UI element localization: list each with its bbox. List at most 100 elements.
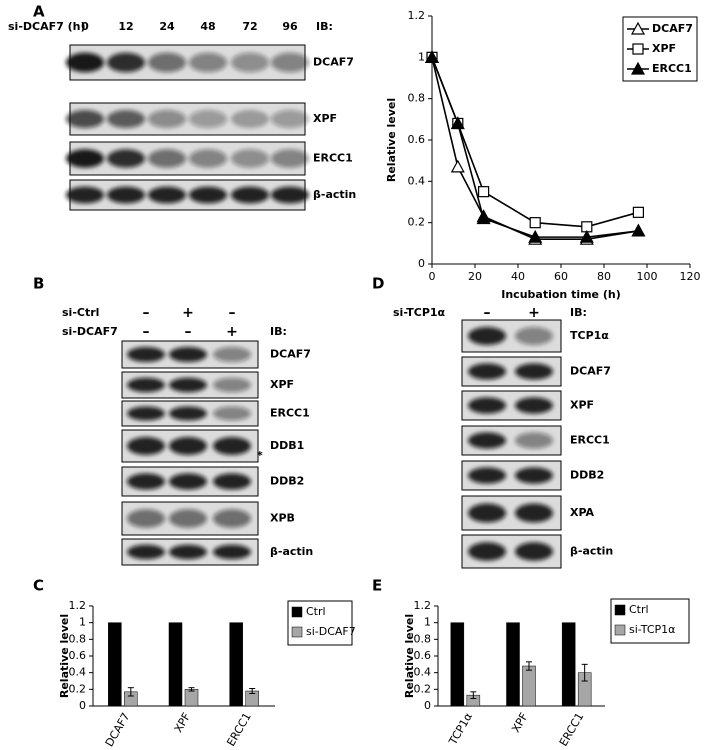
y-tick-label: 1 (424, 616, 431, 629)
marker (631, 223, 646, 237)
band (231, 110, 269, 128)
sign: + (182, 305, 194, 321)
marker (478, 186, 490, 198)
band (189, 52, 227, 73)
band (66, 52, 104, 73)
y-tick-label: 0 (424, 699, 431, 712)
band (127, 437, 165, 455)
bands (66, 149, 309, 168)
error-bar (127, 687, 134, 697)
band (271, 52, 309, 73)
marker (632, 43, 644, 55)
band (231, 149, 269, 168)
bands (127, 544, 251, 560)
marker (528, 229, 543, 243)
error-bar (526, 661, 532, 671)
y-tick-label: 1 (418, 50, 425, 63)
bands (468, 327, 553, 345)
bar (561, 622, 576, 707)
band (66, 149, 104, 168)
protein-label: DCAF7 (313, 56, 354, 69)
error-bar (188, 687, 195, 692)
protein-label: β-actin (313, 188, 356, 201)
band (107, 110, 145, 128)
band (148, 149, 186, 168)
bar (229, 622, 243, 707)
band (148, 110, 186, 128)
y-tick-label: 0.2 (408, 216, 426, 229)
band (468, 542, 506, 561)
protein-label: XPA (570, 506, 595, 519)
bands (468, 503, 553, 523)
legend-label: DCAF7 (652, 22, 693, 35)
bands (66, 52, 309, 73)
band (107, 52, 145, 73)
y-axis-label: Relative level (58, 614, 71, 698)
legend-swatch (291, 606, 303, 618)
bar (184, 689, 199, 707)
condition-label: si-Ctrl (62, 306, 99, 319)
band (169, 544, 207, 560)
blot-strip (69, 179, 306, 211)
band (213, 437, 251, 455)
protein-label: DCAF7 (270, 348, 311, 361)
y-tick-label: 0.8 (414, 632, 432, 645)
band (515, 397, 553, 414)
error-bar (581, 663, 588, 682)
band (468, 327, 506, 345)
y-tick-label: 0.6 (414, 649, 432, 662)
panel-label: A (33, 3, 45, 21)
y-tick-label: 0.4 (408, 174, 426, 187)
lane-label: 72 (242, 20, 257, 33)
marker (632, 206, 645, 218)
band (66, 186, 104, 204)
band (127, 377, 165, 393)
band (107, 186, 145, 204)
sign: – (185, 324, 192, 340)
band (189, 149, 227, 168)
condition-label: si-TCP1α (393, 306, 446, 319)
marker (630, 21, 646, 35)
legend-swatch (614, 624, 626, 636)
legend-swatch (291, 626, 303, 638)
bands (468, 467, 553, 484)
series-line (431, 57, 639, 238)
y-tick-label: 1.2 (69, 599, 87, 612)
band (468, 397, 506, 414)
blot-strip (69, 141, 306, 176)
marker (450, 159, 465, 173)
protein-label: XPF (313, 112, 337, 125)
panel-label: B (33, 275, 44, 293)
x-tick-label: ERCC1 (224, 711, 253, 749)
bar (506, 622, 520, 707)
bands (66, 186, 309, 204)
band (271, 110, 309, 128)
bands (468, 363, 553, 380)
band (213, 544, 251, 560)
protein-label: DDB1 (270, 439, 304, 452)
protein-label: TCP1α (570, 329, 609, 342)
y-tick-label: 0 (79, 699, 86, 712)
band (515, 542, 553, 561)
band (515, 467, 553, 484)
lane-label: 24 (159, 20, 175, 33)
y-tick-label: 0.4 (414, 666, 432, 679)
bar (450, 622, 465, 707)
y-axis-label: Relative level (403, 614, 416, 698)
protein-label: ERCC1 (570, 434, 610, 447)
marker (476, 211, 491, 225)
error-bar (249, 688, 256, 694)
band (231, 186, 269, 204)
y-tick-label: 0.2 (69, 682, 87, 695)
bar (168, 622, 183, 707)
bands (468, 542, 553, 561)
band (127, 509, 165, 528)
sign: – (143, 324, 150, 340)
x-tick-label: ERCC1 (557, 711, 586, 749)
ib-label: IB: (316, 20, 333, 33)
y-tick-label: 1.2 (414, 599, 432, 612)
band (468, 467, 506, 484)
bands (127, 406, 251, 421)
band (271, 149, 309, 168)
